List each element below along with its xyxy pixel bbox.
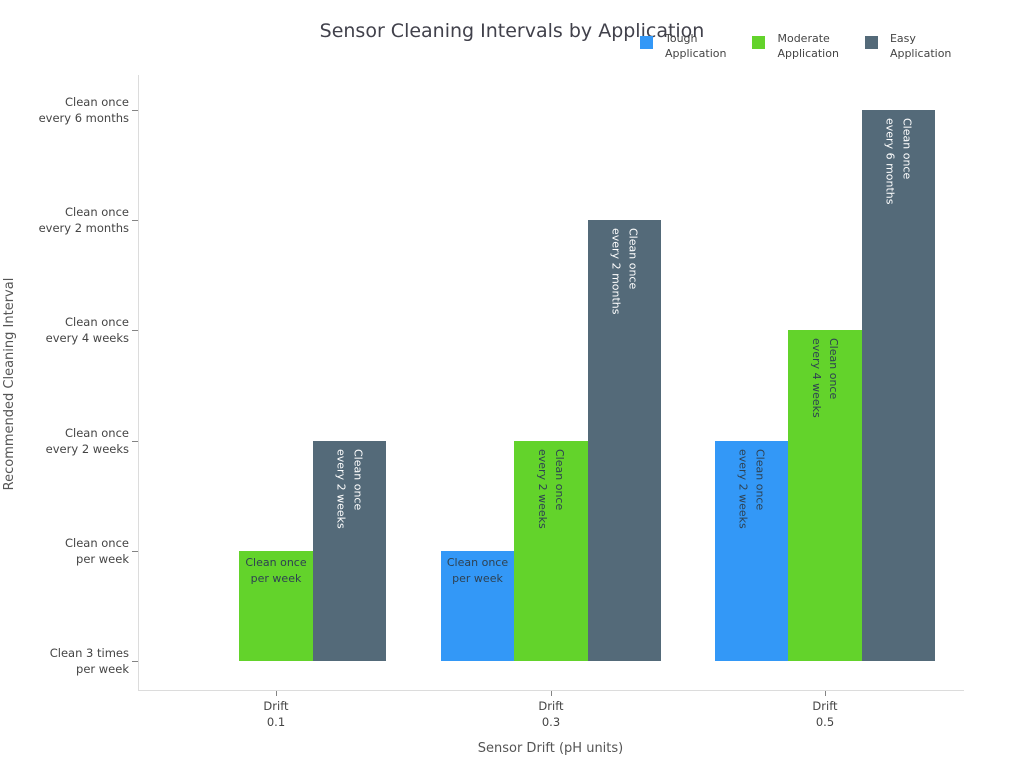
legend-swatch-moderate-application: [752, 36, 766, 49]
y-tick-label: Clean once every 2 weeks: [45, 425, 129, 456]
bar-easy-application-drift-0.5: Clean once every 6 months: [861, 110, 936, 661]
x-tick-mark: [276, 691, 277, 696]
legend-label: Moderate Application: [777, 32, 839, 60]
bar-label: Clean once every 2 months: [609, 228, 640, 315]
y-tick-mark: [132, 661, 138, 662]
x-tick-label: Drift 0.3: [538, 699, 564, 729]
y-tick-mark: [132, 220, 138, 222]
y-tick-label: Clean once every 6 months: [38, 95, 129, 125]
bar-tough-application-drift-0.5: Clean once every 2 weeks: [714, 440, 789, 661]
x-tick-label: Drift 0.5: [812, 699, 838, 729]
bar-label: Clean once every 4 weeks: [810, 338, 840, 419]
legend-swatch-easy-application: [864, 36, 878, 49]
y-axis-title: Recommended Cleaning Interval: [2, 277, 17, 491]
legend-item-tough-application[interactable]: Tough Application: [640, 31, 726, 61]
legend-item-easy-application[interactable]: Easy Application: [864, 31, 952, 61]
x-tick-mark: [551, 691, 552, 696]
bar-moderate-application-drift-0.3: Clean once every 2 weeks: [514, 440, 588, 661]
y-tick-label: Clean once every 2 months: [38, 205, 129, 236]
y-tick-mark: [132, 550, 138, 552]
y-tick-mark: [132, 110, 138, 111]
bar-moderate-application-drift-0.5: Clean once every 4 weeks: [788, 330, 862, 661]
bar-label: Clean once every 2 weeks: [736, 448, 767, 529]
x-tick-mark: [825, 691, 826, 696]
legend: Tough Application Moderate Application Eas…: [640, 31, 977, 61]
y-tick-label: Clean 3 times per week: [49, 646, 129, 676]
bar-label: Clean once per week: [446, 555, 509, 585]
legend-swatch-tough-application: [640, 36, 653, 49]
bar-easy-application-drift-0.1: Clean once every 2 weeks: [312, 440, 387, 661]
x-axis-title: Sensor Drift (pH units): [477, 741, 624, 756]
bar-label: Clean once every 2 weeks: [334, 448, 365, 529]
bar-easy-application-drift-0.3: Clean once every 2 months: [587, 220, 662, 661]
legend-label: Tough Application: [665, 32, 727, 60]
y-tick-label: Clean once per week: [64, 535, 129, 566]
y-tick-mark: [132, 330, 138, 332]
bar-tough-application-drift-0.3: Clean once per week: [440, 550, 515, 661]
bar-label: Clean once every 6 months: [883, 118, 914, 205]
legend-label: Easy Application: [889, 32, 952, 60]
bar-label: Clean once per week: [245, 555, 307, 585]
legend-item-moderate-application[interactable]: Moderate Application: [752, 31, 839, 61]
bar-label: Clean once every 2 weeks: [536, 448, 566, 529]
x-tick-label: Drift 0.1: [263, 699, 289, 729]
bar-moderate-application-drift-0.1: Clean once per week: [239, 550, 313, 661]
chart-title: Sensor Cleaning Intervals by Application: [319, 20, 705, 42]
y-tick-label: Clean once every 4 weeks: [45, 315, 129, 346]
y-tick-mark: [132, 440, 138, 442]
